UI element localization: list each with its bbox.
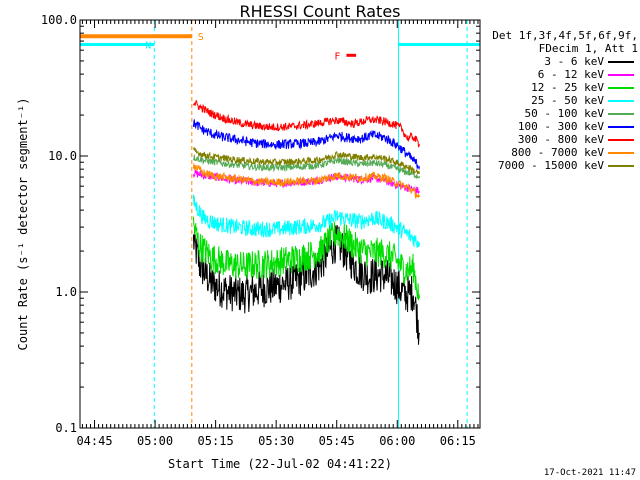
legend-rows: 3 - 6 keV 6 - 12 keV 12 - 25 keV 25 - 50 ke…: [480, 55, 638, 172]
x-tick-label: 04:45: [76, 434, 112, 448]
legend-swatch: [608, 139, 634, 141]
legend-item: 50 - 100 keV: [480, 107, 638, 120]
series-group: [193, 99, 420, 148]
x-tick-label: 06:15: [440, 434, 476, 448]
series-group: [192, 119, 420, 171]
plot-frame: [79, 19, 481, 429]
series-group: [192, 154, 420, 180]
legend-label: 50 - 100 keV: [524, 107, 604, 120]
series-layer: [192, 99, 420, 345]
chart-title: RHESSI Count Rates: [239, 2, 401, 21]
axis-layer: 0.1 1.0 10.0 100.0 04:45 05:00 05:15 05:30 05:45…: [41, 13, 480, 448]
legend-item: 12 - 25 keV: [480, 81, 638, 94]
y-axis-label: Count Rate (s⁻¹ detector segment⁻¹): [16, 98, 30, 351]
x-axis-label: Start Time (22-Jul-02 04:41:22): [168, 457, 392, 471]
series-group: [192, 146, 420, 175]
series-group: [192, 194, 420, 248]
legend-header-text: Det 1f,3f,4f,5f,6f,9f,: [492, 29, 638, 42]
series-line: [192, 194, 420, 248]
legend: Det 1f,3f,4f,5f,6f,9f, FDecim 1, Att 1 3…: [480, 29, 638, 172]
series-group: [192, 225, 420, 345]
legend-header-text: FDecim 1, Att 1: [538, 42, 638, 55]
y-tick-label: 100.0: [41, 13, 77, 27]
legend-item: 300 - 800 keV: [480, 133, 638, 146]
legend-label: 100 - 300 keV: [517, 120, 604, 133]
x-tick-label: 05:45: [319, 434, 355, 448]
timestamp: 17-Oct-2021 11:47: [543, 468, 636, 478]
legend-label: 6 - 12 keV: [537, 68, 604, 81]
legend-label: 25 - 50 keV: [531, 94, 604, 107]
series-line: [192, 119, 420, 171]
x-tick-label: 05:15: [198, 434, 234, 448]
series-group: [192, 163, 420, 200]
overlay-layer: N S F: [79, 20, 480, 428]
legend-item: 100 - 300 keV: [480, 120, 638, 133]
legend-label: 12 - 25 keV: [531, 81, 604, 94]
y-tick-label: 10.0: [48, 149, 77, 163]
flare-label: F: [334, 51, 340, 62]
series-group: [192, 216, 420, 301]
series-line: [192, 163, 420, 200]
series-line: [193, 99, 420, 148]
x-tick-label: 06:00: [379, 434, 415, 448]
night-label: N: [145, 41, 151, 52]
legend-label: 800 - 7000 keV: [511, 146, 604, 159]
series-line: [192, 225, 420, 345]
legend-header-2: FDecim 1, Att 1: [480, 42, 638, 55]
legend-item: 3 - 6 keV: [480, 55, 638, 68]
legend-label: 3 - 6 keV: [544, 55, 604, 68]
legend-item: 25 - 50 keV: [480, 94, 638, 107]
legend-swatch: [608, 152, 634, 154]
legend-swatch: [608, 87, 634, 89]
legend-item: 800 - 7000 keV: [480, 146, 638, 159]
legend-item: 6 - 12 keV: [480, 68, 638, 81]
legend-header-1: Det 1f,3f,4f,5f,6f,9f,: [480, 29, 638, 42]
x-tick-label: 05:30: [258, 434, 294, 448]
legend-swatch: [608, 100, 634, 102]
legend-swatch: [608, 113, 634, 115]
legend-swatch: [608, 165, 634, 167]
series-line: [192, 216, 420, 301]
legend-swatch: [608, 74, 634, 76]
legend-item: 7000 - 15000 keV: [480, 159, 638, 172]
y-tick-label: 1.0: [55, 285, 77, 299]
legend-swatch: [608, 61, 634, 63]
legend-swatch: [608, 126, 634, 128]
legend-label: 300 - 800 keV: [517, 133, 604, 146]
legend-label: 7000 - 15000 keV: [498, 159, 604, 172]
series-line: [192, 154, 420, 180]
y-tick-label: 0.1: [55, 421, 77, 435]
x-tick-label: 05:00: [137, 434, 173, 448]
series-line: [192, 146, 420, 175]
saa-label: S: [198, 32, 204, 43]
